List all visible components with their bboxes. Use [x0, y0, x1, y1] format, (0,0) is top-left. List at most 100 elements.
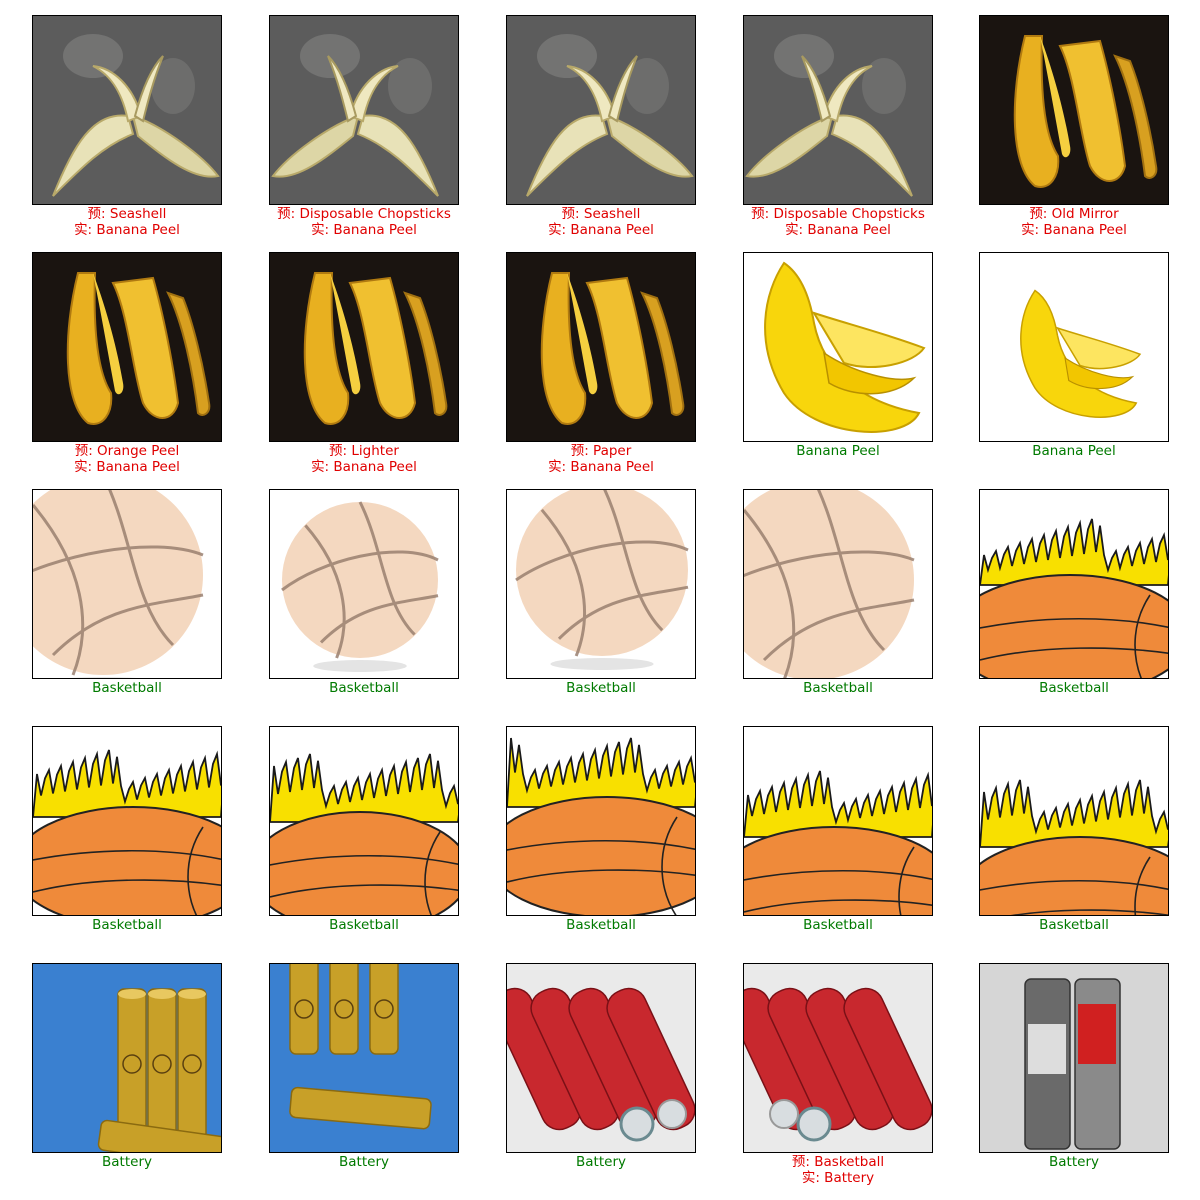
sample-tile: Basketball: [743, 726, 933, 956]
sample-tile: Basketball: [32, 726, 222, 956]
sample-caption: 预: Disposable Chopsticks 实: Banana Peel: [249, 206, 479, 238]
sample-caption: 预: Lighter 实: Banana Peel: [249, 443, 479, 475]
predicted-label: 预: Old Mirror: [1029, 206, 1119, 222]
sample-caption: 预: Basketball 实: Battery: [723, 1154, 953, 1186]
sample-caption: Battery: [249, 1154, 479, 1170]
predicted-label: 预: Paper: [570, 443, 632, 459]
basketball-flames-a-image: [979, 489, 1169, 679]
actual-label: 实: Banana Peel: [311, 222, 417, 238]
actual-label: 实: Banana Peel: [785, 222, 891, 238]
sample-caption: Basketball: [959, 917, 1189, 933]
label-text: Basketball: [803, 680, 873, 696]
sample-tile: Basketball: [32, 489, 222, 719]
sample-tile: 预: Old Mirror 实: Banana Peel: [979, 15, 1169, 245]
sample-tile: 预: Disposable Chopsticks 实: Banana Peel: [269, 15, 459, 245]
sample-tile: Basketball: [979, 489, 1169, 719]
basketball-drawing-a-image: [32, 489, 222, 679]
sample-caption: Basketball: [486, 917, 716, 933]
actual-label: 实: Banana Peel: [311, 459, 417, 475]
banana-peel-asphalt-b-image: [269, 15, 459, 205]
sample-tile: 预: Seashell 实: Banana Peel: [506, 15, 696, 245]
label-text: Basketball: [92, 917, 162, 933]
sample-tile: Basketball: [269, 726, 459, 956]
banana-peel-dark-d-image: [506, 252, 696, 442]
sample-caption: Basketball: [249, 917, 479, 933]
sample-caption: Basketball: [723, 917, 953, 933]
label-text: Battery: [102, 1154, 152, 1170]
predicted-label: 预: Disposable Chopsticks: [277, 206, 451, 222]
basketball-drawing-d-image: [743, 489, 933, 679]
predicted-label: 预: Orange Peel: [74, 443, 180, 459]
actual-label: 实: Banana Peel: [74, 459, 180, 475]
actual-label: 实: Banana Peel: [74, 222, 180, 238]
banana-peel-asphalt-c-image: [506, 15, 696, 205]
basketball-flames-e-image: [743, 726, 933, 916]
sample-tile: 预: Basketball 实: Battery: [743, 963, 933, 1193]
sample-caption: Basketball: [723, 680, 953, 696]
label-text: Basketball: [92, 680, 162, 696]
predicted-label: 预: Seashell: [87, 206, 167, 222]
sample-tile: Basketball: [743, 489, 933, 719]
actual-label: 实: Banana Peel: [548, 459, 654, 475]
label-text: Basketball: [803, 917, 873, 933]
label-text: Basketball: [1039, 917, 1109, 933]
sample-caption: 预: Paper 实: Banana Peel: [486, 443, 716, 475]
sample-tile: 预: Orange Peel 实: Banana Peel: [32, 252, 222, 482]
sample-caption: Battery: [959, 1154, 1189, 1170]
banana-peel-asphalt-d-image: [743, 15, 933, 205]
label-text: Battery: [339, 1154, 389, 1170]
predicted-label: 预: Seashell: [561, 206, 641, 222]
sample-caption: Basketball: [959, 680, 1189, 696]
label-text: Basketball: [566, 680, 636, 696]
sample-tile: 预: Lighter 实: Banana Peel: [269, 252, 459, 482]
banana-peel-dark-c-image: [269, 252, 459, 442]
banana-peel-white-a-image: [743, 252, 933, 442]
sample-caption: Basketball: [486, 680, 716, 696]
actual-label: 实: Banana Peel: [1021, 222, 1127, 238]
basketball-drawing-c-image: [506, 489, 696, 679]
actual-label: 实: Battery: [801, 1170, 875, 1186]
sample-caption: Battery: [12, 1154, 242, 1170]
sample-tile: Basketball: [506, 489, 696, 719]
label-text: Battery: [576, 1154, 626, 1170]
sample-tile: Banana Peel: [979, 252, 1169, 482]
sample-caption: 预: Old Mirror 实: Banana Peel: [959, 206, 1189, 238]
actual-label: 实: Banana Peel: [548, 222, 654, 238]
banana-peel-asphalt-a-image: [32, 15, 222, 205]
sample-caption: Basketball: [12, 680, 242, 696]
sample-caption: 预: Seashell 实: Banana Peel: [486, 206, 716, 238]
battery-silver-aa-image: [979, 963, 1169, 1153]
battery-red-cells-b-image: [743, 963, 933, 1153]
basketball-flames-b-image: [32, 726, 222, 916]
banana-peel-dark-a-image: [979, 15, 1169, 205]
sample-tile: 预: Paper 实: Banana Peel: [506, 252, 696, 482]
predicted-label: 预: Basketball: [791, 1154, 885, 1170]
sample-caption: Battery: [486, 1154, 716, 1170]
sample-caption: Basketball: [249, 680, 479, 696]
label-text: Banana Peel: [796, 443, 880, 459]
sample-caption: 预: Orange Peel 实: Banana Peel: [12, 443, 242, 475]
sample-caption: 预: Seashell 实: Banana Peel: [12, 206, 242, 238]
predicted-label: 预: Disposable Chopsticks: [751, 206, 925, 222]
sample-tile: Banana Peel: [743, 252, 933, 482]
label-text: Basketball: [329, 680, 399, 696]
sample-caption: Banana Peel: [959, 443, 1189, 459]
sample-caption: 预: Disposable Chopsticks 实: Banana Peel: [723, 206, 953, 238]
sample-tile: 预: Disposable Chopsticks 实: Banana Peel: [743, 15, 933, 245]
label-text: Basketball: [329, 917, 399, 933]
basketball-flames-f-image: [979, 726, 1169, 916]
predicted-label: 预: Lighter: [329, 443, 399, 459]
basketball-flames-d-image: [506, 726, 696, 916]
label-text: Battery: [1049, 1154, 1099, 1170]
sample-tile: Basketball: [269, 489, 459, 719]
label-text: Basketball: [1039, 680, 1109, 696]
battery-gold-aa-b-image: [269, 963, 459, 1153]
sample-tile: Battery: [506, 963, 696, 1193]
sample-tile: Battery: [32, 963, 222, 1193]
battery-red-cells-a-image: [506, 963, 696, 1153]
sample-caption: Banana Peel: [723, 443, 953, 459]
label-text: Basketball: [566, 917, 636, 933]
sample-caption: Basketball: [12, 917, 242, 933]
label-text: Banana Peel: [1032, 443, 1116, 459]
sample-tile: Battery: [979, 963, 1169, 1193]
